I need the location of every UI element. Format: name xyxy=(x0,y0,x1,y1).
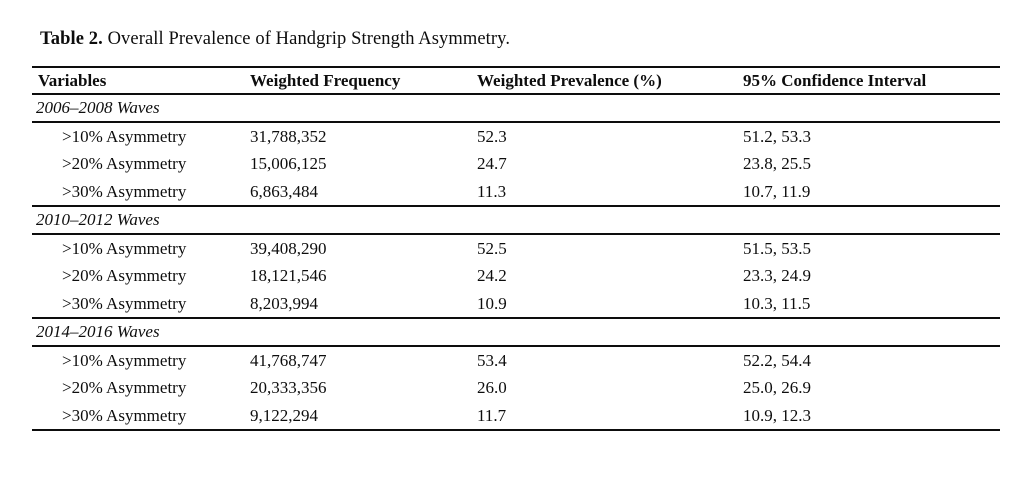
variable-cell: >20% Asymmetry xyxy=(62,378,187,397)
frequency-cell: 41,768,747 xyxy=(250,350,327,370)
variable-cell: >30% Asymmetry xyxy=(62,293,187,313)
prevalence-table: Variables Weighted Frequency Weighted Pr… xyxy=(32,66,1000,431)
section-header-row: 2006–2008 Waves xyxy=(32,94,1000,122)
variable-cell: >30% Asymmetry xyxy=(62,405,187,425)
column-header-ci: 95% Confidence Interval xyxy=(743,70,927,90)
ci-cell: 10.7, 11.9 xyxy=(743,181,811,201)
table-row: >10% Asymmetry 31,788,352 52.3 51.2, 53.3 xyxy=(32,122,1000,150)
frequency-cell: 39,408,290 xyxy=(250,238,327,258)
ci-cell: 23.8, 25.5 xyxy=(743,154,811,173)
frequency-cell: 9,122,294 xyxy=(250,405,318,425)
frequency-cell: 15,006,125 xyxy=(250,154,327,173)
table-header-row: Variables Weighted Frequency Weighted Pr… xyxy=(32,67,1000,94)
table-row: >30% Asymmetry 8,203,994 10.9 10.3, 11.5 xyxy=(32,290,1000,318)
section-header: 2014–2016 Waves xyxy=(36,322,160,341)
column-header-frequency: Weighted Frequency xyxy=(250,70,401,90)
column-header-variables: Variables xyxy=(38,70,107,90)
prevalence-cell: 11.7 xyxy=(477,405,507,425)
ci-cell: 25.0, 26.9 xyxy=(743,378,811,397)
prevalence-cell: 53.4 xyxy=(477,350,507,370)
table-row: >30% Asymmetry 6,863,484 11.3 10.7, 11.9 xyxy=(32,178,1000,206)
prevalence-cell: 52.5 xyxy=(477,238,507,258)
frequency-cell: 18,121,546 xyxy=(250,266,327,285)
variable-cell: >10% Asymmetry xyxy=(62,126,187,146)
table-row: >10% Asymmetry 39,408,290 52.5 51.5, 53.5 xyxy=(32,234,1000,262)
variable-cell: >20% Asymmetry xyxy=(62,266,187,285)
prevalence-cell: 10.9 xyxy=(477,293,507,313)
table-row: >20% Asymmetry 15,006,125 24.7 23.8, 25.5 xyxy=(32,150,1000,178)
ci-cell: 51.5, 53.5 xyxy=(743,238,811,258)
table-title-label: Table 2. xyxy=(40,29,103,49)
section-header-row: 2014–2016 Waves xyxy=(32,318,1000,346)
prevalence-cell: 52.3 xyxy=(477,126,507,146)
table-row: >20% Asymmetry 20,333,356 26.0 25.0, 26.9 xyxy=(32,374,1000,402)
table-body: 2006–2008 Waves >10% Asymmetry 31,788,352 5… xyxy=(32,94,1000,430)
table-title-caption: Overall Prevalence of Handgrip Strength … xyxy=(107,29,511,49)
prevalence-cell: 24.2 xyxy=(477,266,507,285)
frequency-cell: 20,333,356 xyxy=(250,378,327,397)
ci-cell: 51.2, 53.3 xyxy=(743,126,811,146)
variable-cell: >10% Asymmetry xyxy=(62,238,187,258)
table-row: >20% Asymmetry 18,121,546 24.2 23.3, 24.9 xyxy=(32,262,1000,290)
ci-cell: 10.9, 12.3 xyxy=(743,405,811,425)
prevalence-cell: 26.0 xyxy=(477,378,507,397)
ci-cell: 23.3, 24.9 xyxy=(743,266,811,285)
ci-cell: 10.3, 11.5 xyxy=(743,293,811,313)
section-header: 2006–2008 Waves xyxy=(36,98,160,117)
frequency-cell: 8,203,994 xyxy=(250,293,318,313)
frequency-cell: 31,788,352 xyxy=(250,126,327,146)
table-row: >30% Asymmetry 9,122,294 11.7 10.9, 12.3 xyxy=(32,402,1000,430)
table-row: >10% Asymmetry 41,768,747 53.4 52.2, 54.4 xyxy=(32,346,1000,374)
column-header-prevalence: Weighted Prevalence (%) xyxy=(477,70,662,90)
table-title: Table 2. Overall Prevalence of Handgrip … xyxy=(40,29,510,50)
section-header-row: 2010–2012 Waves xyxy=(32,206,1000,234)
prevalence-cell: 24.7 xyxy=(477,154,507,173)
frequency-cell: 6,863,484 xyxy=(250,181,318,201)
section-header: 2010–2012 Waves xyxy=(36,210,160,229)
variable-cell: >30% Asymmetry xyxy=(62,181,187,201)
variable-cell: >20% Asymmetry xyxy=(62,154,187,173)
prevalence-cell: 11.3 xyxy=(477,181,507,201)
ci-cell: 52.2, 54.4 xyxy=(743,350,811,370)
variable-cell: >10% Asymmetry xyxy=(62,350,187,370)
